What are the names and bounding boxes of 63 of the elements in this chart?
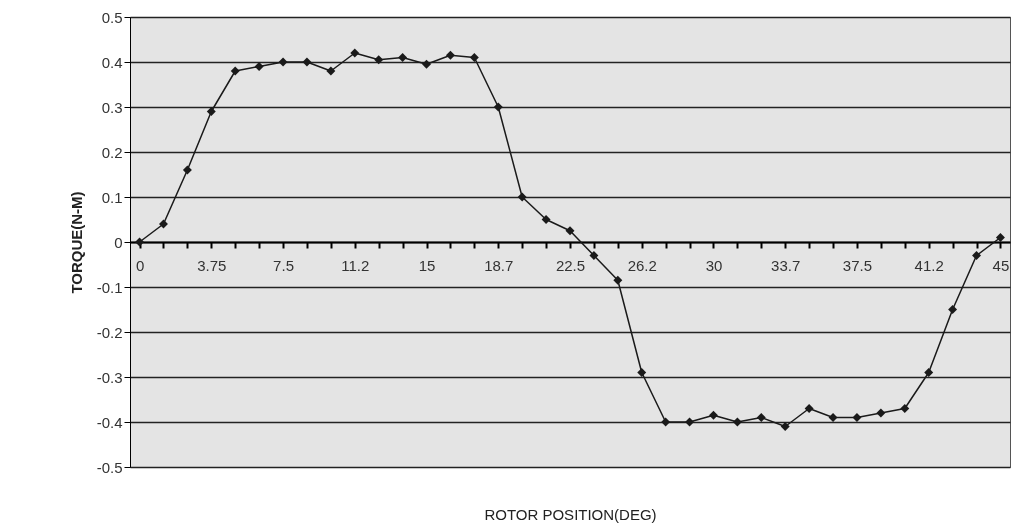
x-tick-label: 3.75 [197,256,227,274]
point [900,404,910,413]
point [972,251,981,260]
point [852,413,862,422]
x-tick-label: 30 [705,256,723,274]
y-tick-label: -0.3 [96,368,123,386]
point [206,107,216,116]
point [278,57,288,67]
x-tick-label: 33.7 [771,256,801,274]
x-tick-label: 37.5 [842,256,873,274]
point [517,192,527,202]
point [374,55,384,65]
point [326,66,336,76]
y-tick-label: -0.5 [96,458,123,476]
point [541,215,551,224]
x-tick-label: 11.2 [341,256,370,274]
x-tick-label: 22.5 [555,256,586,274]
point [469,53,479,62]
x-tick-label: 7.5 [273,256,294,274]
point [948,305,958,314]
point [493,102,503,112]
point [661,417,671,427]
point [589,251,599,260]
point [230,66,240,76]
point [422,59,431,69]
point [804,404,814,413]
point [732,417,742,427]
point [876,408,886,418]
y-tick-label: 0.5 [101,8,123,26]
point [445,50,455,60]
point [828,413,838,422]
point [637,368,647,377]
x-tick-label: 41.2 [914,256,944,274]
y-tick-label: -0.1 [96,278,123,296]
x-tick-label: 0 [135,256,145,274]
x-axis-title: ROTOR POSITION(DEG) [484,505,657,523]
y-tick-label: -0.2 [96,323,123,341]
point [398,53,408,62]
point [254,62,264,71]
y-axis-title: TORQUE(N-M) [67,191,85,294]
point [135,237,145,247]
point [924,368,934,377]
y-tick-label: 0.3 [101,98,123,116]
point [780,422,790,431]
y-tick-label: 0.2 [101,143,123,161]
point [350,48,360,58]
x-tick-label: 18.7 [484,256,514,274]
point [302,57,312,67]
y-tick-label: 0.4 [101,53,123,71]
x-tick-label: 15 [418,256,436,274]
point [756,413,766,422]
y-tick-label: 0 [114,233,123,251]
point [709,410,718,420]
point [565,226,575,236]
y-tick-label: -0.4 [96,413,123,431]
point [685,417,695,427]
x-tick-label: 45 [992,256,1010,274]
y-tick-label: 0.1 [101,188,123,206]
point [159,219,168,229]
point [182,165,192,175]
point [613,275,623,285]
x-tick-label: 26.2 [627,256,657,274]
point [995,233,1005,242]
